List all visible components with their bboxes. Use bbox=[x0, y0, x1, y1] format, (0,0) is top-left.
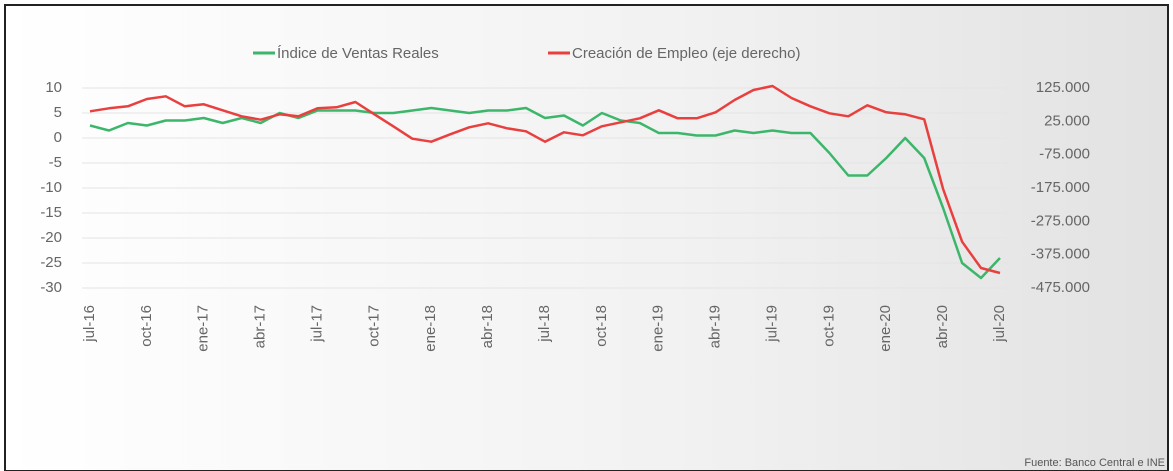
y2-tick-label: -175.000 bbox=[1031, 179, 1090, 196]
x-tick-label: oct-18 bbox=[593, 305, 610, 347]
source: Fuente: Banco Central e INE bbox=[1024, 457, 1165, 469]
y-tick-label: -15 bbox=[40, 204, 62, 221]
x-tick-label: ene-18 bbox=[422, 305, 439, 352]
y2-tick-label: -275.000 bbox=[1031, 212, 1090, 229]
x-tick-label: ene-17 bbox=[195, 305, 212, 352]
y-tick-label: -10 bbox=[40, 179, 62, 196]
x-tick-label: abr-20 bbox=[934, 305, 951, 348]
chart: Fuente: Banco Central e INE 10 5 0 -5 -10 -15… bbox=[0, 0, 1173, 471]
y-tick-label: -5 bbox=[49, 154, 62, 171]
x-tick-label: ene-19 bbox=[650, 305, 667, 352]
page: Fuente: Banco Central e INE 10 5 0 -5 -10 -15… bbox=[0, 0, 1173, 471]
x-tick-label: jul-18 bbox=[536, 305, 553, 343]
x-tick-label: ene-20 bbox=[877, 305, 894, 352]
y2-tick-label: -75.000 bbox=[1039, 146, 1090, 163]
y-tick-label: 5 bbox=[54, 104, 62, 121]
x-tick-label: abr-18 bbox=[479, 305, 496, 348]
y-tick-label: -25 bbox=[40, 254, 62, 271]
legend-label: Índice de Ventas Reales bbox=[277, 45, 439, 62]
x-tick-label: abr-17 bbox=[252, 305, 269, 348]
y2-tick-label: 25.000 bbox=[1044, 112, 1090, 129]
y2-tick-label: -475.000 bbox=[1031, 279, 1090, 296]
x-tick-label: oct-19 bbox=[820, 305, 837, 347]
legend-label: Creación de Empleo (eje derecho) bbox=[572, 45, 800, 62]
x-tick-label: jul-19 bbox=[763, 305, 780, 343]
x-tick-label: jul-16 bbox=[81, 305, 98, 343]
y2-tick-label: 125.000 bbox=[1036, 79, 1090, 96]
x-tick-label: jul-20 bbox=[991, 305, 1008, 343]
x-tick-label: oct-17 bbox=[365, 305, 382, 347]
y-tick-label: -20 bbox=[40, 229, 62, 246]
y2-tick-label: -375.000 bbox=[1031, 246, 1090, 263]
x-tick-label: jul-17 bbox=[308, 305, 325, 343]
x-tick-label: oct-16 bbox=[138, 305, 155, 347]
y-tick-label: 0 bbox=[54, 129, 62, 146]
y-tick-label: -30 bbox=[40, 279, 62, 296]
x-tick-label: abr-19 bbox=[707, 305, 724, 348]
y-tick-label: 10 bbox=[45, 79, 62, 96]
